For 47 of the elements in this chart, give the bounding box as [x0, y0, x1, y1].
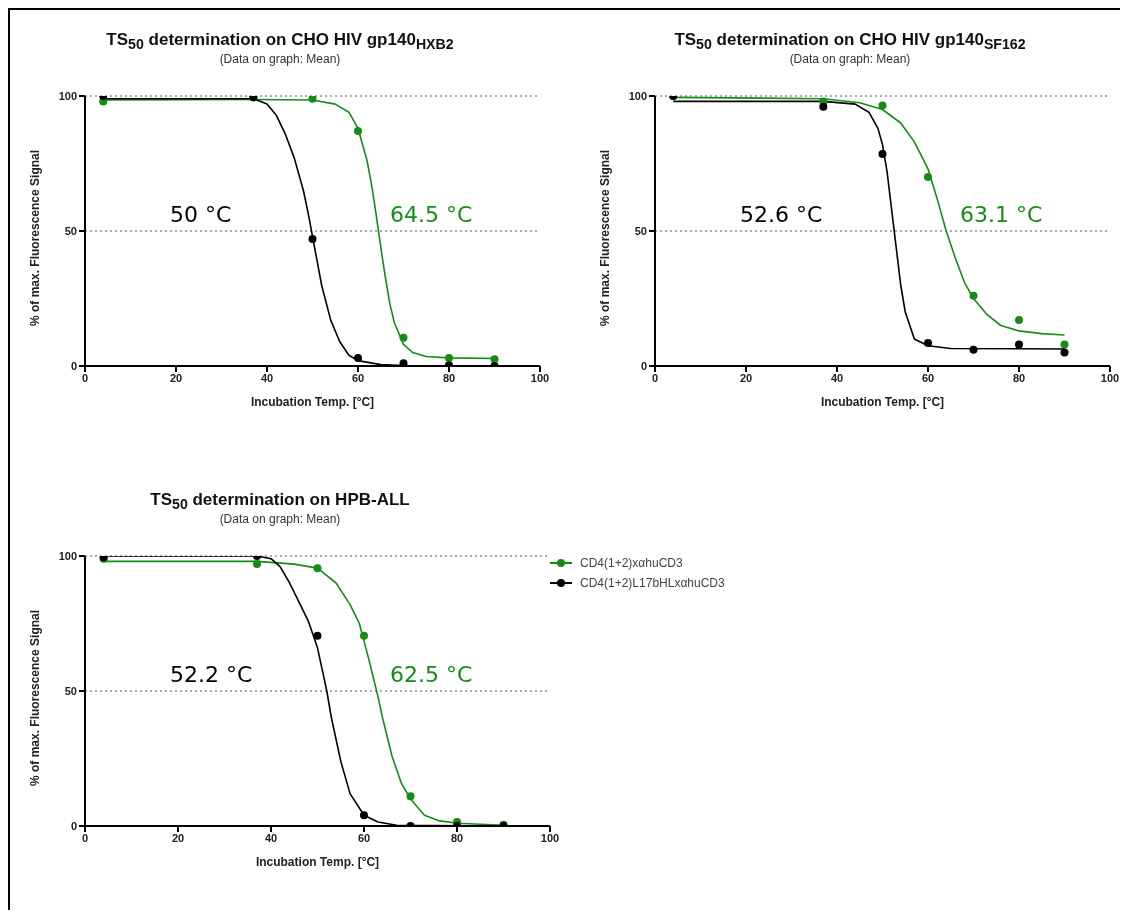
x-tick-label: 0	[81, 372, 89, 385]
x-tick-label: 40	[264, 832, 278, 845]
legend-label: CD4(1+2)L17bHLxαhuCD3	[580, 576, 725, 591]
y-axis-title: % of max. Fluorescence Signal	[598, 150, 613, 327]
x-tick-label: 0	[651, 372, 659, 385]
x-tick-label: 20	[169, 372, 183, 385]
legend-label: CD4(1+2)xαhuCD3	[580, 556, 683, 571]
chart-subtitle: (Data on graph: Mean)	[218, 512, 342, 527]
x-tick-label: 100	[530, 372, 550, 385]
y-tick-label: 0	[640, 360, 647, 373]
y-tick-label: 100	[58, 550, 77, 563]
annotation: 63.1 °C	[960, 202, 1043, 227]
x-tick-label: 60	[351, 372, 365, 385]
x-tick-label: 20	[739, 372, 753, 385]
x-tick-label: 80	[450, 832, 464, 845]
x-axis-title: Incubation Temp. [°C]	[820, 395, 945, 410]
y-axis-title: % of max. Fluorescence Signal	[28, 610, 43, 787]
y-tick-label: 100	[628, 90, 647, 103]
x-tick-label: 100	[1100, 372, 1120, 385]
y-tick-label: 50	[64, 685, 77, 698]
x-tick-label: 40	[830, 372, 844, 385]
x-tick-label: 0	[81, 832, 89, 845]
chart-subtitle: (Data on graph: Mean)	[218, 52, 342, 67]
y-tick-label: 100	[58, 90, 77, 103]
y-tick-label: 0	[70, 820, 77, 833]
x-tick-label: 60	[921, 372, 935, 385]
chart-title: TS$_{50}$ determination on CHO HIV gp140$_{SF162}$	[673, 30, 1027, 53]
y-tick-label: 50	[64, 225, 77, 238]
y-axis-title: % of max. Fluorescence Signal	[28, 150, 43, 327]
annotation: 52.6 °C	[740, 202, 823, 227]
x-tick-label: 80	[1012, 372, 1026, 385]
x-tick-label: 20	[171, 832, 185, 845]
annotation: 62.5 °C	[390, 662, 473, 687]
y-tick-label: 0	[70, 360, 77, 373]
chart-title: TS$_{50}$ determination on HPB-ALL	[149, 490, 411, 513]
annotation: 52.2 °C	[170, 662, 253, 687]
y-tick-label: 50	[634, 225, 647, 238]
annotation: 50 °C	[170, 202, 232, 227]
x-tick-label: 100	[540, 832, 560, 845]
x-axis-title: Incubation Temp. [°C]	[250, 395, 375, 410]
x-tick-label: 60	[357, 832, 371, 845]
chart-subtitle: (Data on graph: Mean)	[788, 52, 912, 67]
chart-title: TS$_{50}$ determination on CHO HIV gp140$_{HXB2}$	[105, 30, 455, 53]
x-axis-title: Incubation Temp. [°C]	[255, 855, 380, 870]
x-tick-label: 80	[442, 372, 456, 385]
x-tick-label: 40	[260, 372, 274, 385]
annotation: 64.5 °C	[390, 202, 473, 227]
